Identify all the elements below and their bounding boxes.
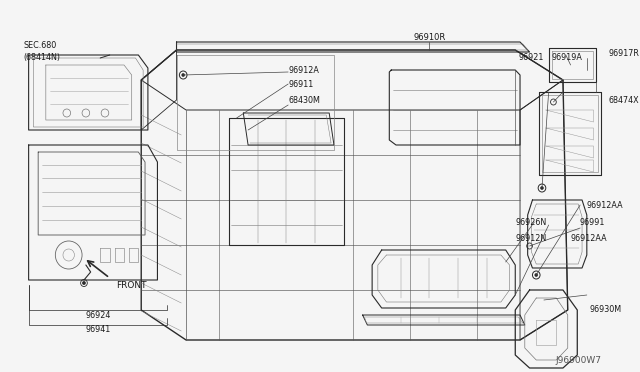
- Circle shape: [535, 273, 538, 276]
- Text: 96911: 96911: [288, 80, 314, 89]
- Text: 96917R: 96917R: [609, 48, 639, 58]
- Text: 96912N: 96912N: [515, 234, 547, 243]
- Text: 96921: 96921: [518, 52, 544, 61]
- Text: 96912AA: 96912AA: [571, 234, 607, 243]
- Text: 68474X: 68474X: [609, 96, 639, 105]
- Text: (68414N): (68414N): [24, 52, 61, 61]
- Text: J96900W7: J96900W7: [555, 356, 601, 365]
- Text: 96910R: 96910R: [413, 32, 445, 42]
- Text: 68430M: 68430M: [288, 96, 320, 105]
- Text: SEC.680: SEC.680: [24, 41, 57, 49]
- Circle shape: [541, 186, 543, 189]
- Text: FRONT: FRONT: [116, 280, 147, 289]
- Text: 96991: 96991: [579, 218, 605, 227]
- Text: 96941: 96941: [86, 326, 111, 334]
- Text: 96912AA: 96912AA: [587, 201, 623, 209]
- Text: 96912A: 96912A: [288, 65, 319, 74]
- Text: 96924: 96924: [86, 311, 111, 320]
- Text: 96930M: 96930M: [589, 305, 622, 314]
- Text: 96919A: 96919A: [552, 52, 582, 61]
- Circle shape: [83, 282, 85, 284]
- Text: 96926N: 96926N: [515, 218, 547, 227]
- Circle shape: [182, 74, 184, 77]
